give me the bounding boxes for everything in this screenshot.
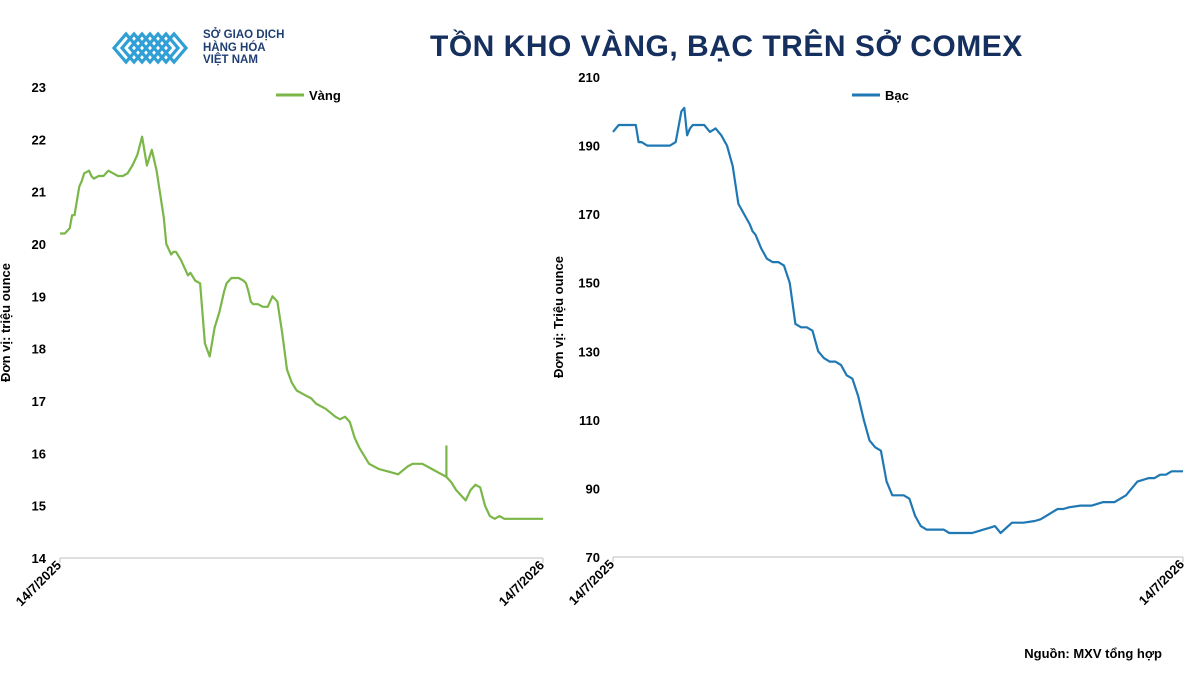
silver-ytick-label: 130 bbox=[578, 344, 600, 359]
silver-y-axis-title: Đơn vị: Triệu ounce bbox=[551, 256, 566, 378]
silver-ytick-label: 210 bbox=[578, 70, 600, 85]
silver-series-line bbox=[612, 106, 1183, 535]
silver-ytick-label: 190 bbox=[578, 139, 600, 154]
source-note: Nguồn: MXV tổng hợp bbox=[1024, 646, 1162, 661]
gold-y-axis-title: Đơn vị: triệu ounce bbox=[0, 263, 13, 382]
silver-ytick-label: 150 bbox=[578, 276, 600, 291]
logo-line-1: SỞ GIAO DỊCH bbox=[203, 29, 285, 41]
gold-ytick-label: 18 bbox=[32, 342, 46, 357]
silver-ytick-label: 90 bbox=[586, 481, 600, 496]
gold-ytick-label: 16 bbox=[32, 446, 46, 461]
gold-ytick-label: 15 bbox=[32, 499, 46, 514]
gold-ytick-label: 17 bbox=[32, 394, 46, 409]
gold-ytick-label: 19 bbox=[32, 289, 46, 304]
gold-ytick-label: 22 bbox=[32, 132, 46, 147]
logo-line-3: VIỆT NAM bbox=[203, 54, 258, 66]
silver-ytick-label: 170 bbox=[578, 207, 600, 222]
page-title: TỒN KHO VÀNG, BẠC TRÊN SỞ COMEX bbox=[430, 30, 1023, 63]
silver-ytick-label: 110 bbox=[579, 413, 600, 428]
gold-xtick-label: 14/7/2026 bbox=[496, 558, 548, 610]
gold-ytick-label: 14 bbox=[32, 551, 47, 566]
silver-xtick-label: 14/7/2026 bbox=[1136, 557, 1188, 609]
gold-ytick-label: 23 bbox=[32, 80, 46, 95]
gold-ytick-label: 20 bbox=[32, 237, 46, 252]
gold-legend-label: Vàng bbox=[309, 88, 341, 103]
gold-ytick-label: 21 bbox=[32, 185, 46, 200]
silver-ytick-label: 70 bbox=[586, 550, 600, 565]
gold-series-line bbox=[60, 135, 543, 520]
silver-legend-label: Bạc bbox=[885, 88, 909, 103]
logo-text: SỞ GIAO DỊCH HÀNG HÓA VIỆT NAM bbox=[203, 29, 284, 67]
logo-icon bbox=[112, 31, 189, 65]
logo-line-2: HÀNG HÓA bbox=[203, 41, 266, 54]
